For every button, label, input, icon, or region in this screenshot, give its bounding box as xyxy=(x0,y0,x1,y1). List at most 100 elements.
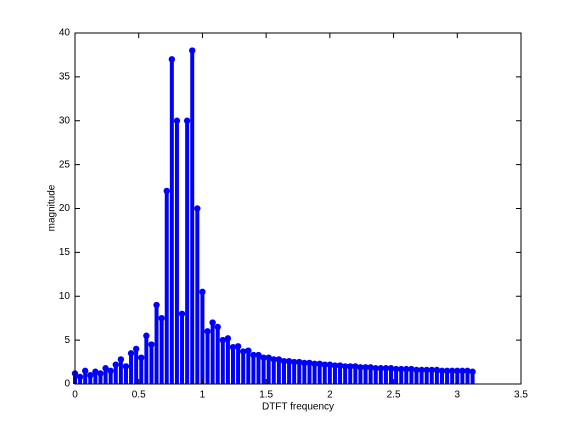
plot-area xyxy=(75,33,521,384)
stem-marker xyxy=(290,358,298,366)
stem-marker xyxy=(357,364,364,371)
stem-marker xyxy=(316,360,323,368)
stem-marker xyxy=(326,361,334,368)
stem-marker xyxy=(87,372,94,379)
stem-marker xyxy=(194,205,201,212)
stem-marker xyxy=(229,343,237,351)
stem-marker xyxy=(275,356,283,363)
stem-marker xyxy=(260,354,267,361)
y-tick-label: 0 xyxy=(64,379,70,390)
stem-marker xyxy=(173,117,181,124)
stem-marker xyxy=(270,356,277,363)
stem-marker xyxy=(387,365,395,372)
stem-marker xyxy=(153,301,160,309)
stem-marker xyxy=(321,361,328,368)
x-tick-label: 0.5 xyxy=(132,390,146,401)
y-tick-label: 25 xyxy=(59,159,71,170)
stem-marker xyxy=(280,357,288,365)
stem-marker xyxy=(163,187,170,195)
x-tick-label: 1 xyxy=(200,390,206,401)
y-axis-label: magnitude xyxy=(47,184,58,231)
stem-marker xyxy=(204,328,211,335)
stem-marker xyxy=(76,373,84,381)
stem-marker xyxy=(107,367,114,375)
stem-marker xyxy=(224,335,232,342)
stem-marker xyxy=(347,363,354,370)
y-tick-label: 30 xyxy=(59,115,71,126)
stem-marker xyxy=(433,366,441,374)
stem-marker xyxy=(209,319,216,326)
stem-marker xyxy=(403,365,410,373)
stem-marker xyxy=(285,357,293,365)
stem-marker xyxy=(296,358,303,366)
stem-marker xyxy=(306,359,313,367)
stem-marker xyxy=(81,367,89,375)
x-tick-label: 1.5 xyxy=(259,390,273,401)
y-tick-label: 15 xyxy=(59,247,71,258)
stem-marker xyxy=(132,345,140,353)
stem-marker xyxy=(219,336,227,344)
stem-marker xyxy=(92,368,99,375)
stem-marker xyxy=(168,56,176,63)
y-tick-label: 35 xyxy=(59,72,71,83)
x-tick-label: 3.5 xyxy=(514,390,528,401)
stem-marker xyxy=(331,362,339,369)
stem-marker xyxy=(158,314,165,322)
stem-marker xyxy=(138,354,145,361)
stem-marker xyxy=(352,363,359,370)
stem-marker xyxy=(117,356,125,363)
stem-marker xyxy=(443,367,451,375)
stem-marker xyxy=(438,367,446,375)
stem-marker xyxy=(448,367,456,375)
y-tick-label: 5 xyxy=(64,335,70,346)
stem-marker xyxy=(122,363,130,370)
stem-marker xyxy=(382,365,390,372)
stem-marker xyxy=(469,368,476,375)
x-axis-label: DTFT frequency xyxy=(262,402,334,413)
x-tick-label: 3 xyxy=(455,390,461,401)
stem-marker xyxy=(214,323,221,331)
stem-marker xyxy=(341,363,349,370)
axes-box xyxy=(74,32,522,385)
stem-marker xyxy=(367,364,374,371)
stem-marker xyxy=(199,288,206,296)
stem-marker xyxy=(112,361,119,368)
stem-marker xyxy=(372,365,379,372)
stem-marker xyxy=(418,366,425,374)
stem-marker xyxy=(183,117,191,124)
stem-marker xyxy=(459,367,466,375)
stem-marker xyxy=(301,359,308,367)
stem-marker xyxy=(336,362,344,369)
stem-marker xyxy=(102,365,109,372)
stem-marker xyxy=(464,367,471,375)
stem-marker xyxy=(240,348,247,355)
stem-marker xyxy=(423,366,430,374)
stem-marker xyxy=(127,350,135,357)
stem-marker xyxy=(362,364,369,371)
stem-marker xyxy=(428,366,435,374)
stem-marker xyxy=(255,351,262,359)
stem-marker xyxy=(454,367,461,375)
stem-marker xyxy=(143,332,150,339)
stem-marker xyxy=(148,341,155,348)
stem-marker xyxy=(408,365,415,373)
stem-marker xyxy=(97,370,104,377)
stem-marker xyxy=(392,365,400,373)
y-tick-label: 10 xyxy=(59,291,71,302)
y-tick-label: 40 xyxy=(59,28,71,39)
stem-marker xyxy=(413,366,420,374)
x-tick-label: 2.5 xyxy=(387,390,401,401)
stem-marker xyxy=(311,360,318,368)
y-tick-label: 20 xyxy=(59,203,71,214)
x-tick-label: 0 xyxy=(72,390,78,401)
stem-marker xyxy=(377,365,385,372)
stem-marker xyxy=(178,310,186,317)
stem-marker xyxy=(398,365,405,373)
stem-marker xyxy=(265,354,272,361)
stem-marker xyxy=(234,343,242,350)
stem-marker xyxy=(250,351,257,359)
x-tick-label: 2 xyxy=(327,390,333,401)
stem-marker xyxy=(245,347,252,354)
